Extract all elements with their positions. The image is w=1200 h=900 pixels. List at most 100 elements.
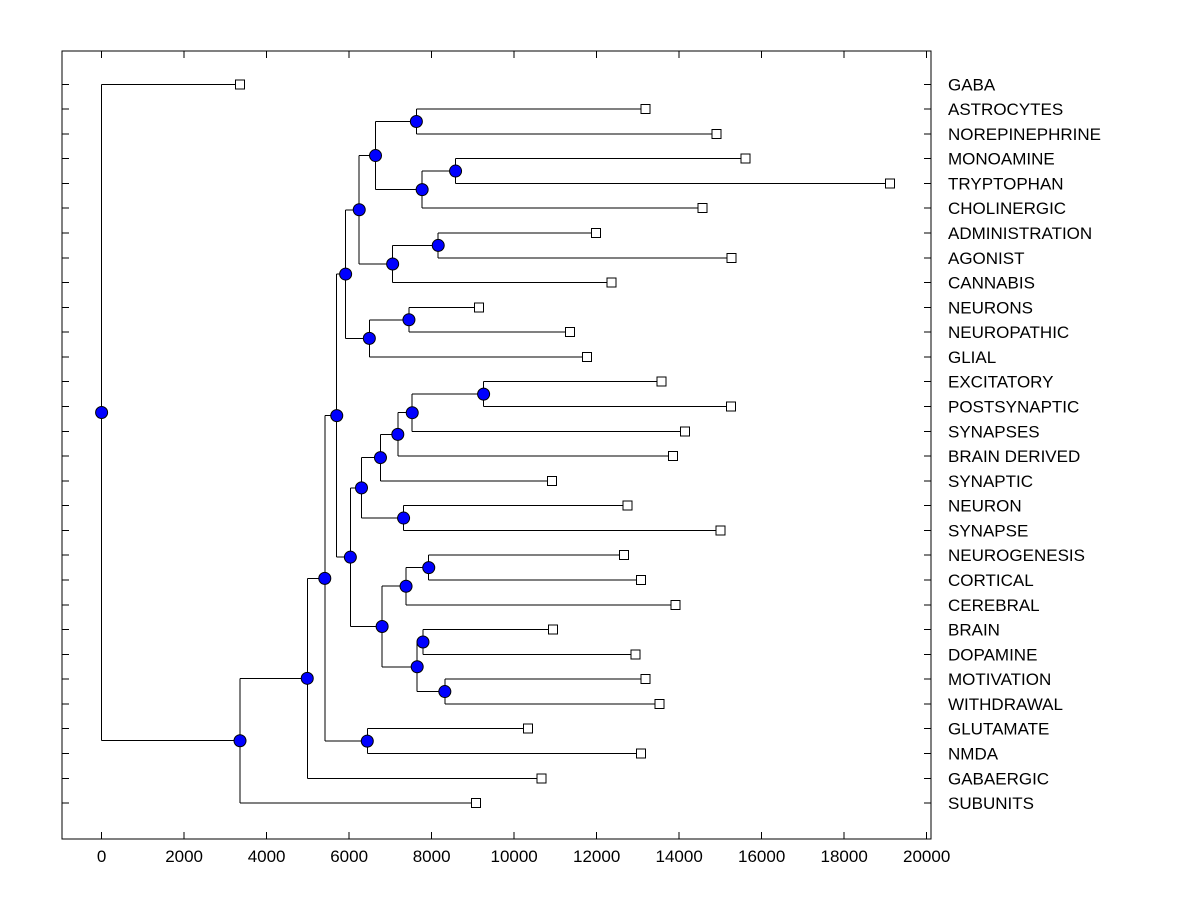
leaf-label: MONOAMINE (948, 150, 1055, 169)
leaf-label: ASTROCYTES (948, 100, 1063, 119)
branch-node-marker (373, 451, 387, 465)
branch-node-marker (318, 571, 332, 585)
leaf-label: SYNAPSES (948, 422, 1040, 441)
x-tick-label: 18000 (821, 847, 868, 866)
x-tick-label: 0 (97, 847, 106, 866)
leaf-marker (726, 401, 737, 412)
leaf-marker (697, 203, 708, 214)
leaf-label: DOPAMINE (948, 645, 1037, 664)
leaf-label: TRYPTOPHAN (948, 174, 1064, 193)
branch-node-marker (339, 267, 353, 281)
x-tick-label: 4000 (248, 847, 286, 866)
leaf-label: NOREPINEPHRINE (948, 125, 1101, 144)
leaf-marker (884, 178, 895, 189)
branch-node-marker (369, 149, 383, 163)
branch-node-marker (477, 387, 491, 401)
x-tick-label: 20000 (903, 847, 950, 866)
x-tick-label: 14000 (656, 847, 703, 866)
branch-node-marker (397, 511, 411, 525)
branch-node-marker (362, 331, 376, 345)
leaf-label: AGONIST (948, 249, 1025, 268)
x-tick-label: 12000 (573, 847, 620, 866)
leaf-marker (618, 550, 629, 561)
leaf-label: SYNAPSE (948, 521, 1028, 540)
leaf-marker (679, 426, 690, 437)
leaf-label: NMDA (948, 745, 999, 764)
leaf-marker (726, 252, 737, 263)
leaf-label: ADMINISTRATION (948, 224, 1092, 243)
branch-node-marker (409, 114, 423, 128)
leaf-marker (606, 277, 617, 288)
leaf-marker (582, 351, 593, 362)
leaf-label: CANNABIS (948, 274, 1035, 293)
leaf-label: SUBUNITS (948, 794, 1034, 813)
leaf-marker (670, 599, 681, 610)
leaf-label: WITHDRAWAL (948, 695, 1063, 714)
branch-node-marker (438, 685, 452, 699)
leaf-label: GABAERGIC (948, 769, 1049, 788)
leaf-marker (622, 500, 633, 511)
leaf-label: CEREBRAL (948, 596, 1040, 615)
leaf-label: NEUROGENESIS (948, 546, 1085, 565)
leaf-marker (711, 128, 722, 139)
leaf-label: GLUTAMATE (948, 720, 1049, 739)
leaf-marker (640, 674, 651, 685)
leaf-label: BRAIN DERIVED (948, 447, 1080, 466)
branch-node-marker (416, 635, 430, 649)
leaf-label: BRAIN (948, 621, 1000, 640)
branch-node-marker (354, 481, 368, 495)
branch-node-marker (405, 406, 419, 420)
leaf-marker (667, 451, 678, 462)
leaf-marker (654, 698, 665, 709)
leaf-label: NEURON (948, 497, 1022, 516)
branch-node-marker (352, 203, 366, 217)
branch-node-marker (422, 561, 436, 575)
leaf-marker (590, 228, 601, 239)
branch-node-marker (330, 409, 344, 423)
leaf-label: SYNAPTIC (948, 472, 1033, 491)
branch-node-marker (386, 257, 400, 271)
leaf-label: GLIAL (948, 348, 996, 367)
branch-node-marker (410, 660, 424, 674)
leaf-marker (630, 649, 641, 660)
leaf-label: GABA (948, 75, 996, 94)
x-tick-label: 16000 (738, 847, 785, 866)
branch-node-marker (375, 619, 389, 633)
leaf-marker (564, 327, 575, 338)
leaf-marker (715, 525, 726, 536)
leaf-marker (636, 575, 647, 586)
branch-node-marker (343, 550, 357, 564)
branch-node-marker (399, 579, 413, 593)
branch-node-marker (95, 406, 109, 420)
leaf-marker (547, 624, 558, 635)
leaf-label: EXCITATORY (948, 373, 1054, 392)
branch-node-marker (233, 734, 247, 748)
leaf-label: MOTIVATION (948, 670, 1051, 689)
leaf-marker (470, 798, 481, 809)
x-tick-label: 2000 (165, 847, 203, 866)
leaf-marker (656, 376, 667, 387)
leaf-label: NEUROPATHIC (948, 323, 1069, 342)
leaf-marker (235, 79, 246, 90)
branch-node-marker (300, 671, 314, 685)
branch-node-marker (391, 427, 405, 441)
branch-node-marker (402, 313, 416, 327)
leaf-marker (523, 723, 534, 734)
x-tick-label: 10000 (490, 847, 537, 866)
branch-node-marker (431, 238, 445, 252)
leaf-marker (547, 475, 558, 486)
leaf-marker (536, 773, 547, 784)
leaf-marker (640, 104, 651, 115)
leaf-label: NEURONS (948, 298, 1033, 317)
branch-node-marker (415, 183, 429, 197)
leaf-label: POSTSYNAPTIC (948, 398, 1079, 417)
x-tick-label: 6000 (330, 847, 368, 866)
x-tick-label: 8000 (413, 847, 451, 866)
leaf-marker (740, 153, 751, 164)
plot-box (61, 50, 932, 840)
leaf-label: CORTICAL (948, 571, 1034, 590)
branch-node-marker (360, 734, 374, 748)
branch-node-marker (449, 164, 463, 178)
